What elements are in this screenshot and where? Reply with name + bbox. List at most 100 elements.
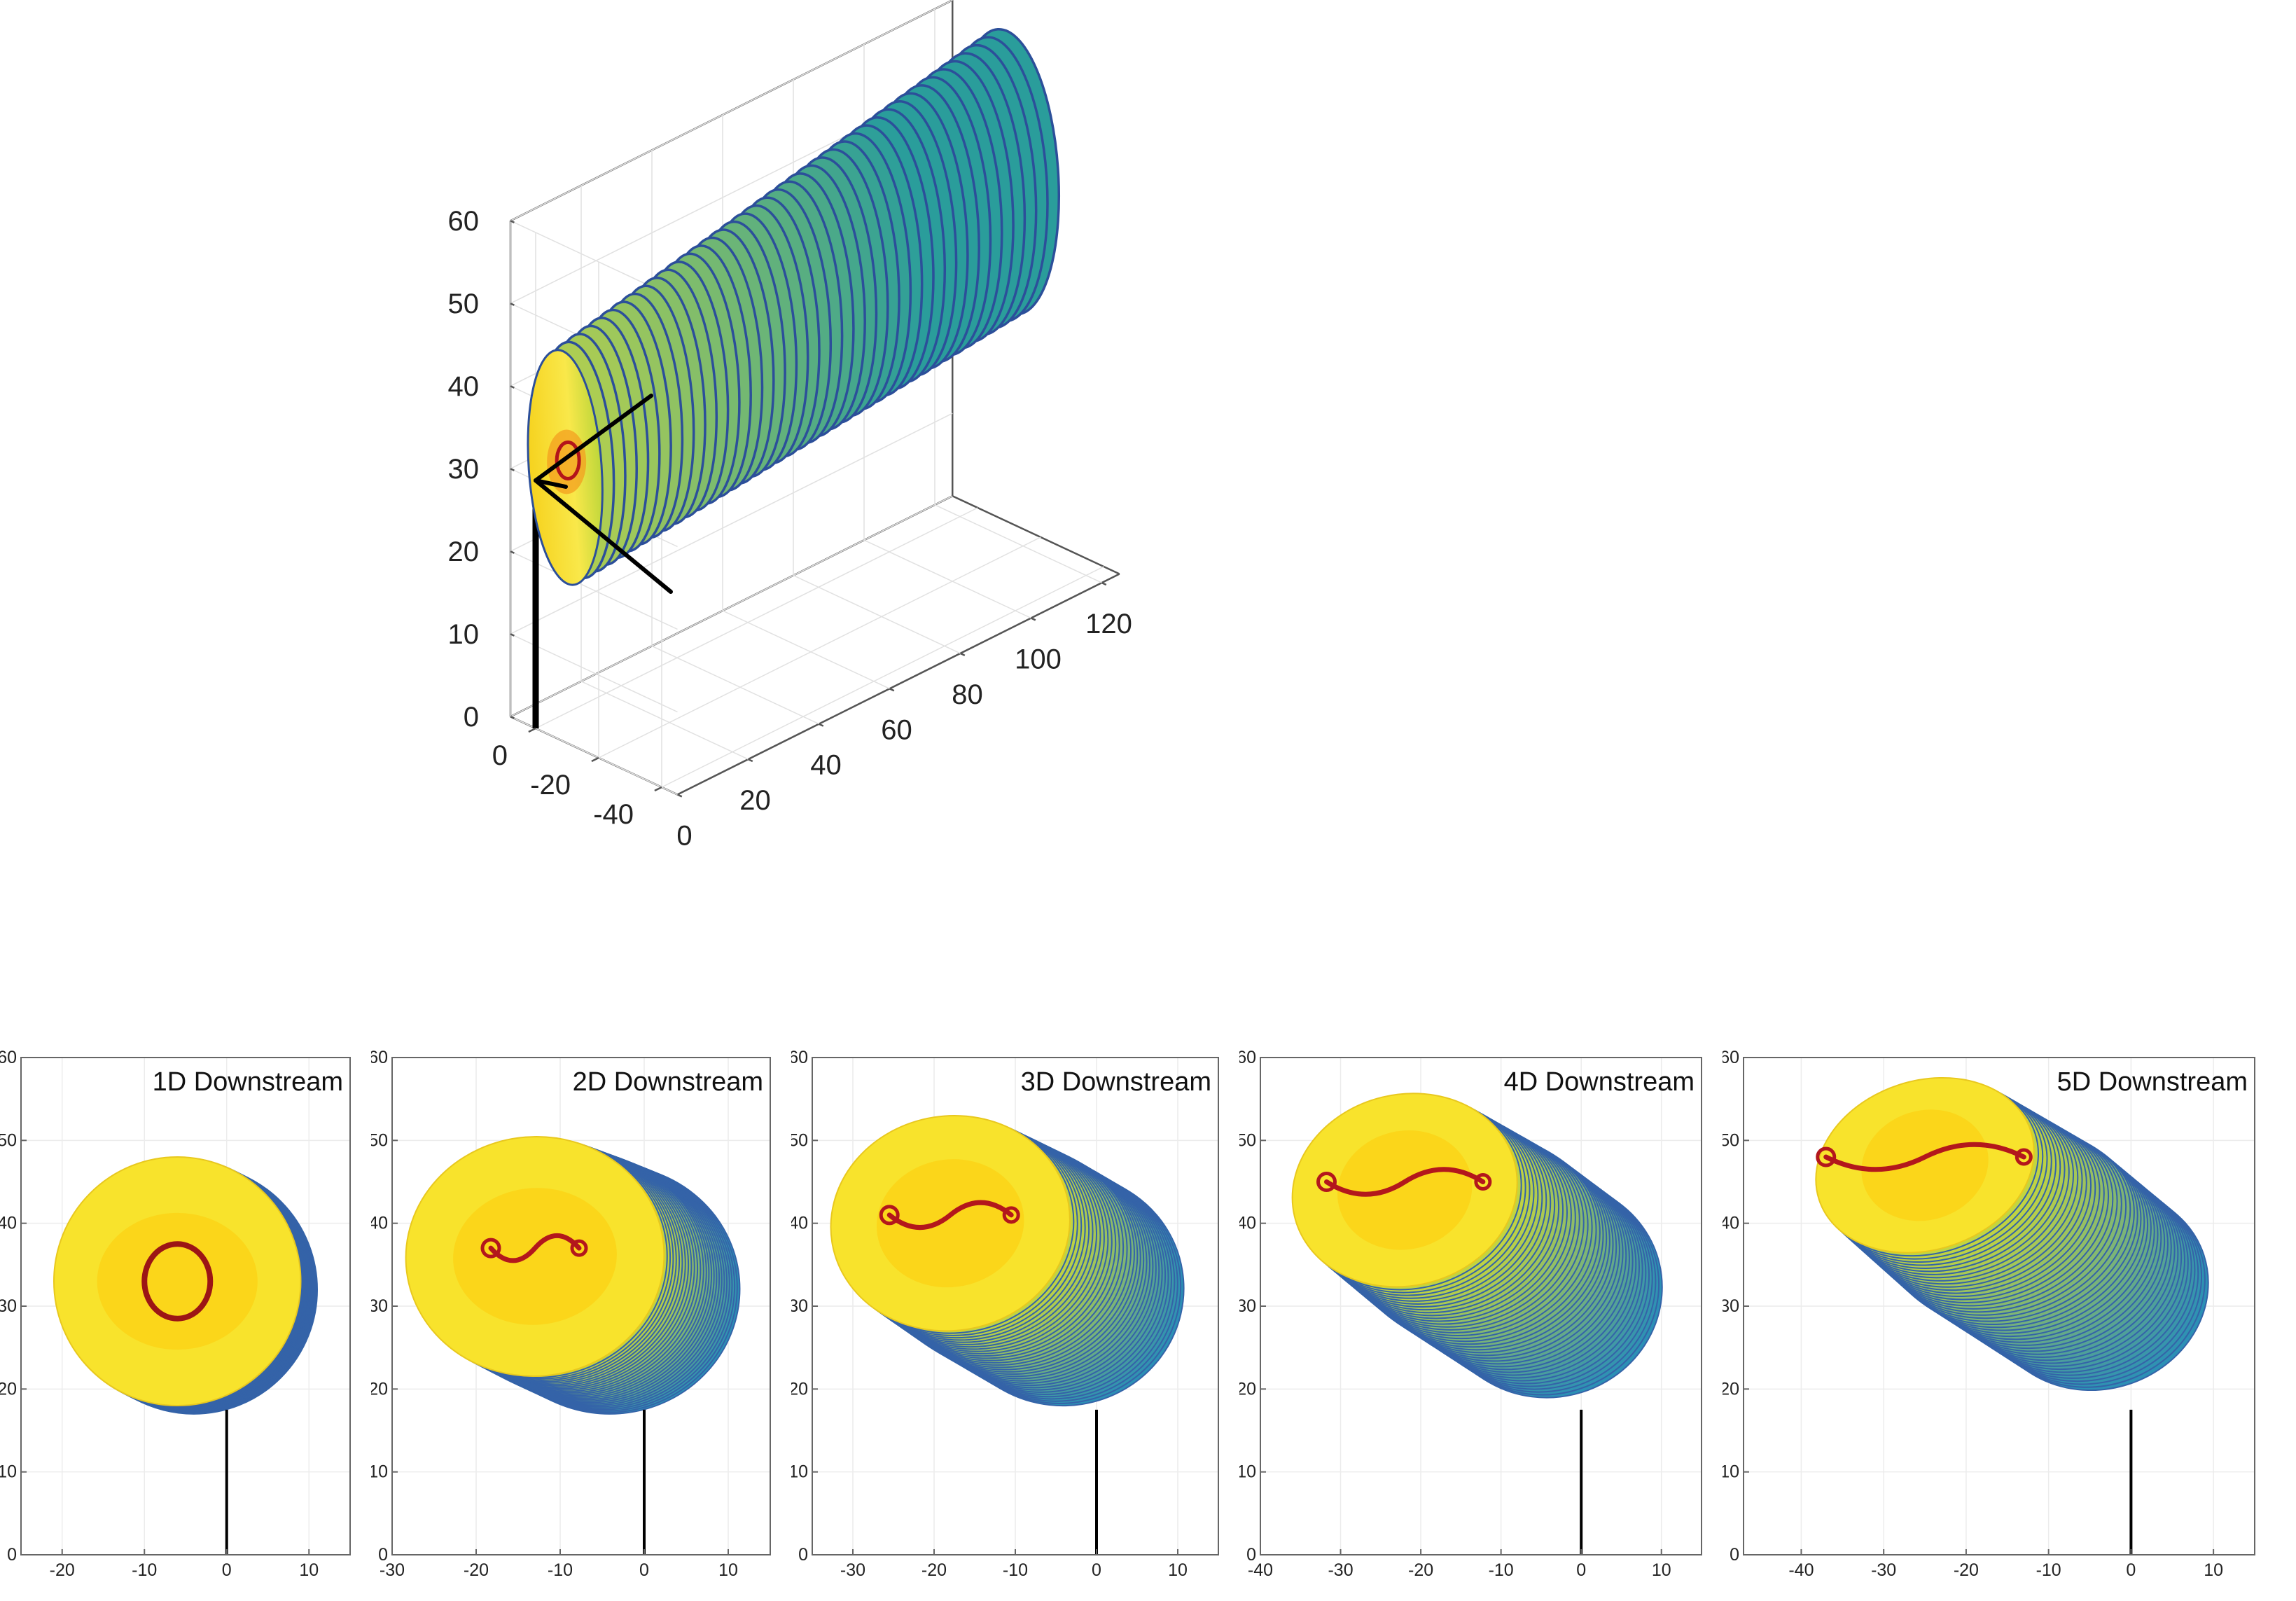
- x-tick-label: 60: [881, 714, 912, 745]
- y-tick-label: 0: [7, 1545, 17, 1565]
- x-tick-label: 10: [718, 1560, 738, 1580]
- y-tick-label: 0: [378, 1545, 388, 1565]
- y-tick-label: 50: [791, 1130, 808, 1150]
- grid-line: [510, 413, 953, 635]
- x-tick-label: -40: [1788, 1560, 1814, 1580]
- y-tick-label: 60: [1239, 1048, 1256, 1067]
- x-tick-label: 0: [676, 821, 692, 852]
- vortex-tip-right: [570, 1239, 588, 1257]
- y-tick-label: 10: [791, 1462, 808, 1482]
- y-tick-label: 60: [1723, 1048, 1739, 1067]
- panel-1d-downstream: -20 -10 0 10 0 10 20 30 40 50 60 1D Downstream: [0, 1048, 351, 1580]
- x-tick-label: -30: [380, 1560, 405, 1580]
- vortex-sheet: [488, 1233, 582, 1263]
- wake-3d-chart: 0 10 20 30 40 50 60 0 20 40 60 80 100 120 0 -20 -40: [448, 0, 1132, 852]
- grid-line: [661, 566, 1104, 788]
- x-tick-label: -20: [1954, 1560, 1979, 1580]
- tick-mark: [1030, 617, 1036, 621]
- x-tick-label: 10: [1168, 1560, 1188, 1580]
- y-tick-label: 60: [371, 1048, 388, 1067]
- vortex-tip-left: [879, 1205, 900, 1226]
- z-tick-label: 10: [448, 619, 480, 650]
- grid-line: [598, 536, 1041, 758]
- tick-mark: [818, 723, 824, 727]
- box-edge: [676, 573, 1120, 796]
- tick-mark: [510, 716, 515, 719]
- panel-title: 1D Downstream: [153, 1067, 343, 1097]
- x-tick-label: -30: [1328, 1560, 1353, 1580]
- y-tick-label: 60: [0, 1048, 17, 1067]
- panel-title: 2D Downstream: [573, 1067, 763, 1097]
- tick-mark: [1101, 581, 1107, 586]
- wake-surface-3d: [527, 27, 1061, 586]
- z-tick-label: 60: [448, 206, 480, 237]
- grid-line: [535, 507, 978, 729]
- vortex-sheet: [1823, 1142, 2026, 1172]
- y-tick-label: 10: [1723, 1462, 1739, 1482]
- rotor-blade: [534, 394, 653, 483]
- grid-line: [863, 539, 1031, 619]
- vortex-tip-left: [1316, 1172, 1337, 1192]
- y-tick-label: 30: [0, 1296, 17, 1316]
- tick-mark: [510, 633, 515, 637]
- tick-mark: [510, 550, 515, 554]
- y-tick-label: 30: [371, 1296, 388, 1316]
- panel-title: 3D Downstream: [1021, 1067, 1211, 1097]
- y-tick-label: 30: [1723, 1296, 1739, 1316]
- vortex-core: [141, 1241, 214, 1322]
- x-tick-label: -30: [840, 1560, 865, 1580]
- x-tick-label: -20: [1408, 1560, 1433, 1580]
- y-tick-label: 40: [1723, 1214, 1739, 1233]
- x-tick-label: -40: [1248, 1560, 1273, 1580]
- x-tick-label: -10: [1003, 1560, 1028, 1580]
- x-tick-label: 0: [2126, 1560, 2136, 1580]
- y-tick-label: 40: [371, 1214, 388, 1233]
- y-tick-label: 10: [0, 1462, 17, 1482]
- tick-mark: [676, 793, 683, 798]
- panel-title: 5D Downstream: [2057, 1067, 2248, 1097]
- grid-line: [793, 574, 961, 654]
- x-tick-label: 10: [1652, 1560, 1671, 1580]
- x-tick-label: 10: [299, 1560, 319, 1580]
- y-tick-label: 50: [371, 1130, 388, 1150]
- vortex-tip-right: [2015, 1148, 2033, 1166]
- y-tick-label: -20: [530, 770, 571, 800]
- grid-line: [510, 495, 953, 717]
- panel-5d-downstream: -40 -30 -20 -10 0 10 0 10 20 30 40 50 60 5D Downstrea…: [1723, 1048, 2255, 1580]
- grid-line: [722, 610, 890, 689]
- x-tick-label: -20: [464, 1560, 489, 1580]
- tick-mark: [510, 303, 515, 306]
- x-tick-label: -10: [1489, 1560, 1514, 1580]
- grid-line: [934, 504, 1102, 583]
- x-tick-label: -10: [2036, 1560, 2061, 1580]
- z-tick-label: 30: [448, 454, 480, 485]
- wake-core: [97, 1212, 258, 1350]
- y-tick-label: 20: [791, 1379, 808, 1399]
- tick-mark: [510, 468, 515, 471]
- tick-mark: [510, 385, 515, 389]
- panel-4d-downstream: -40 -30 -20 -10 0 10 0 10 20 30 40 50 60 4D Downstrea…: [1239, 1048, 1702, 1580]
- y-tick-label: 30: [791, 1296, 808, 1316]
- vortex-sheet: [886, 1200, 1014, 1230]
- rotor-blade: [534, 478, 673, 594]
- y-tick-label: 0: [1246, 1545, 1256, 1565]
- y-tick-label: 30: [1239, 1296, 1256, 1316]
- x-tick-label: 10: [2204, 1560, 2223, 1580]
- wake-core-ring: [555, 440, 581, 480]
- y-tick-label: 40: [1239, 1214, 1256, 1233]
- x-tick-label: 120: [1085, 609, 1132, 639]
- tick-labels-3d: 0 10 20 30 40 50 60 0 20 40 60 80 100 120 0 -20 -40: [448, 206, 1132, 851]
- y-tick-label: 0: [798, 1545, 808, 1565]
- grid-line: [651, 645, 819, 725]
- panel-title: 4D Downstream: [1504, 1067, 1695, 1097]
- wake-core: [1861, 1109, 1989, 1221]
- y-tick-label: 50: [0, 1130, 17, 1150]
- z-tick-label: 50: [448, 289, 480, 319]
- x-tick-label: 0: [1092, 1560, 1101, 1580]
- x-tick-label: 0: [222, 1560, 232, 1580]
- y-tick-label: 60: [791, 1048, 808, 1067]
- y-tick-label: 20: [0, 1379, 17, 1399]
- y-tick-label: 40: [791, 1214, 808, 1233]
- tick-mark: [510, 220, 515, 223]
- vortex-tip-right: [1002, 1206, 1020, 1224]
